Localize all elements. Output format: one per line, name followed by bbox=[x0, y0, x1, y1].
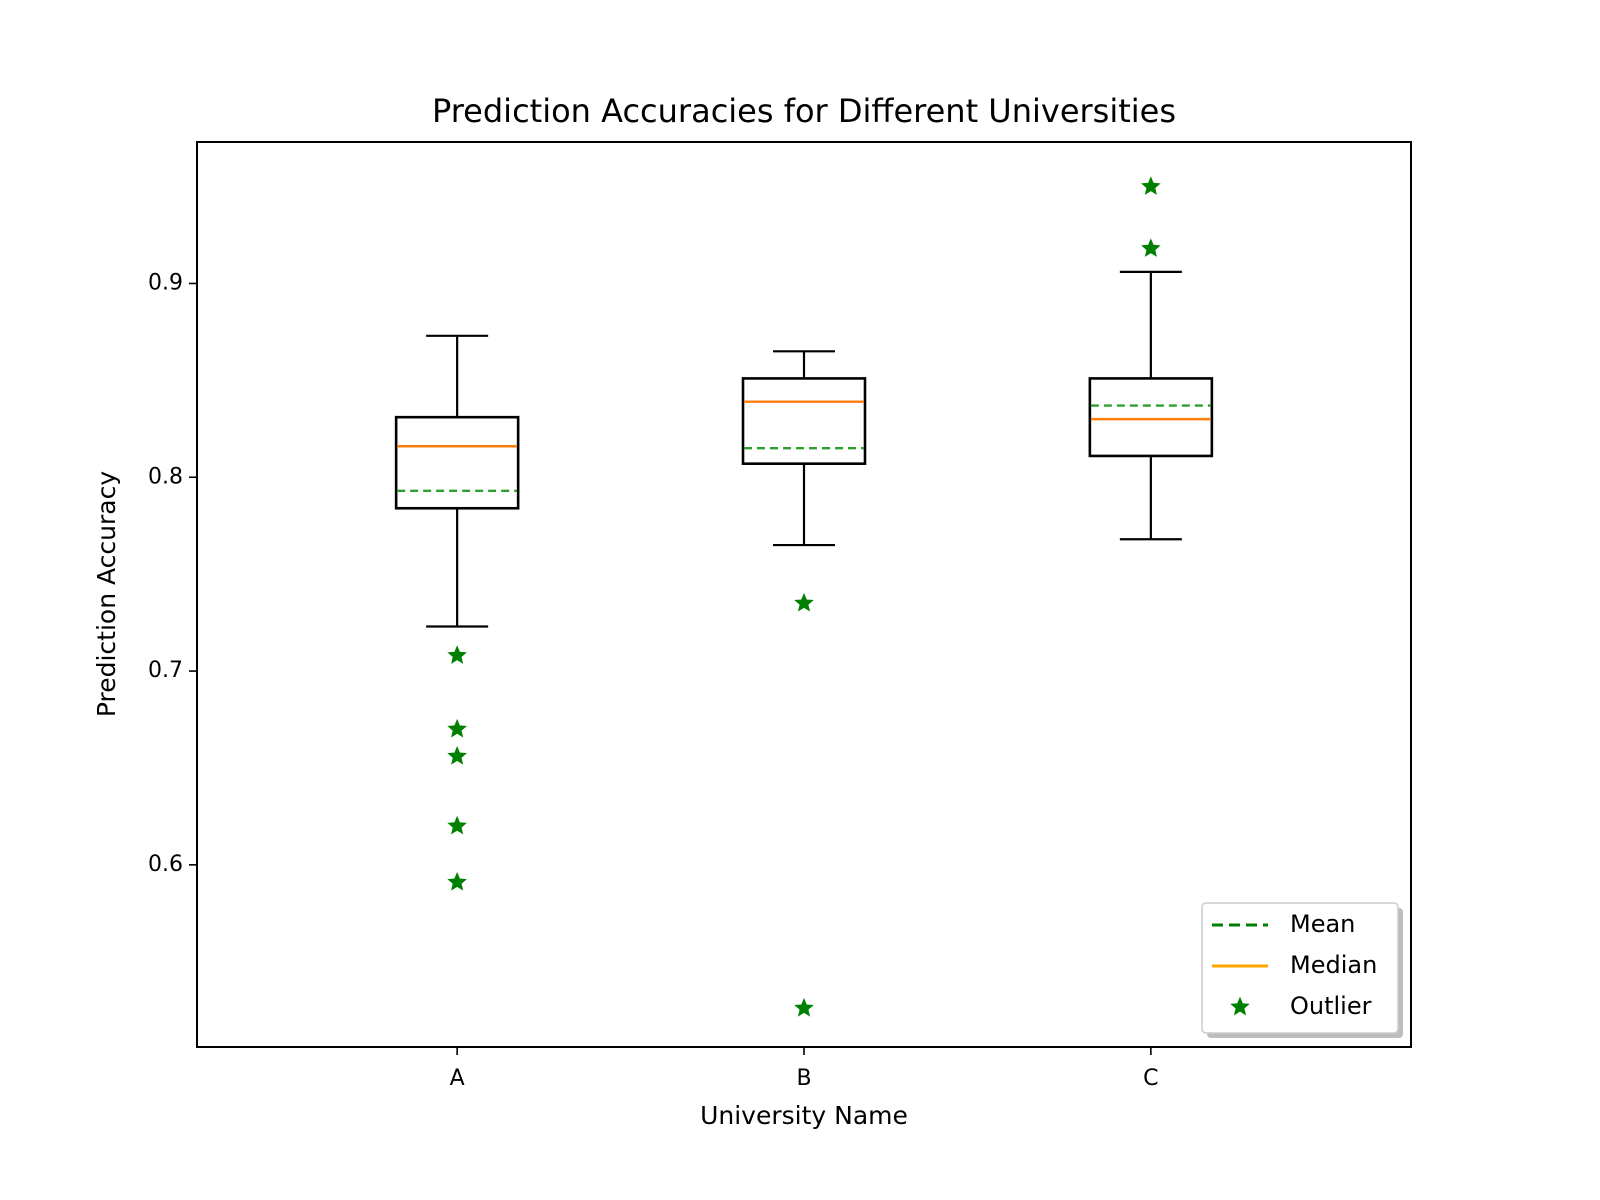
y-tick-label: 0.9 bbox=[148, 270, 183, 295]
outlier-point bbox=[447, 871, 467, 891]
legend-outlier-swatch bbox=[1230, 996, 1250, 1016]
x-tick-label: A bbox=[450, 1066, 465, 1091]
y-tick-label: 0.6 bbox=[148, 852, 183, 877]
outlier-point bbox=[794, 592, 814, 612]
outlier-point bbox=[794, 997, 814, 1017]
iqr-box bbox=[394, 415, 520, 510]
legend: Mean Median Outlier bbox=[1201, 902, 1403, 1038]
iqr-box bbox=[1088, 377, 1214, 458]
x-axis-label: University Name bbox=[700, 1101, 908, 1130]
outlier-point bbox=[1141, 176, 1161, 195]
legend-box bbox=[1201, 902, 1399, 1034]
x-tick-label: C bbox=[1143, 1066, 1158, 1091]
iqr-box bbox=[741, 377, 867, 465]
outlier-point bbox=[447, 815, 467, 835]
y-axis-label: Prediction Accuracy bbox=[92, 471, 121, 717]
outlier-point bbox=[447, 746, 467, 765]
box-group-b bbox=[741, 350, 867, 1017]
outlier-point bbox=[447, 718, 467, 738]
x-axis: A B C bbox=[450, 1047, 1159, 1091]
legend-label-mean: Mean bbox=[1290, 910, 1355, 938]
box-group-c bbox=[1088, 176, 1214, 541]
legend-label-outlier: Outlier bbox=[1290, 992, 1372, 1020]
legend-label-median: Median bbox=[1290, 951, 1377, 979]
x-tick-label: B bbox=[796, 1066, 811, 1091]
y-tick-label: 0.7 bbox=[148, 658, 183, 683]
box-group-a bbox=[394, 334, 520, 891]
y-tick-label: 0.8 bbox=[148, 464, 183, 489]
outlier-point bbox=[1141, 238, 1161, 257]
outlier-point bbox=[447, 645, 467, 664]
chart-title: Prediction Accuracies for Different Univ… bbox=[432, 92, 1176, 130]
y-axis: 0.6 0.7 0.8 0.9 bbox=[148, 270, 197, 877]
